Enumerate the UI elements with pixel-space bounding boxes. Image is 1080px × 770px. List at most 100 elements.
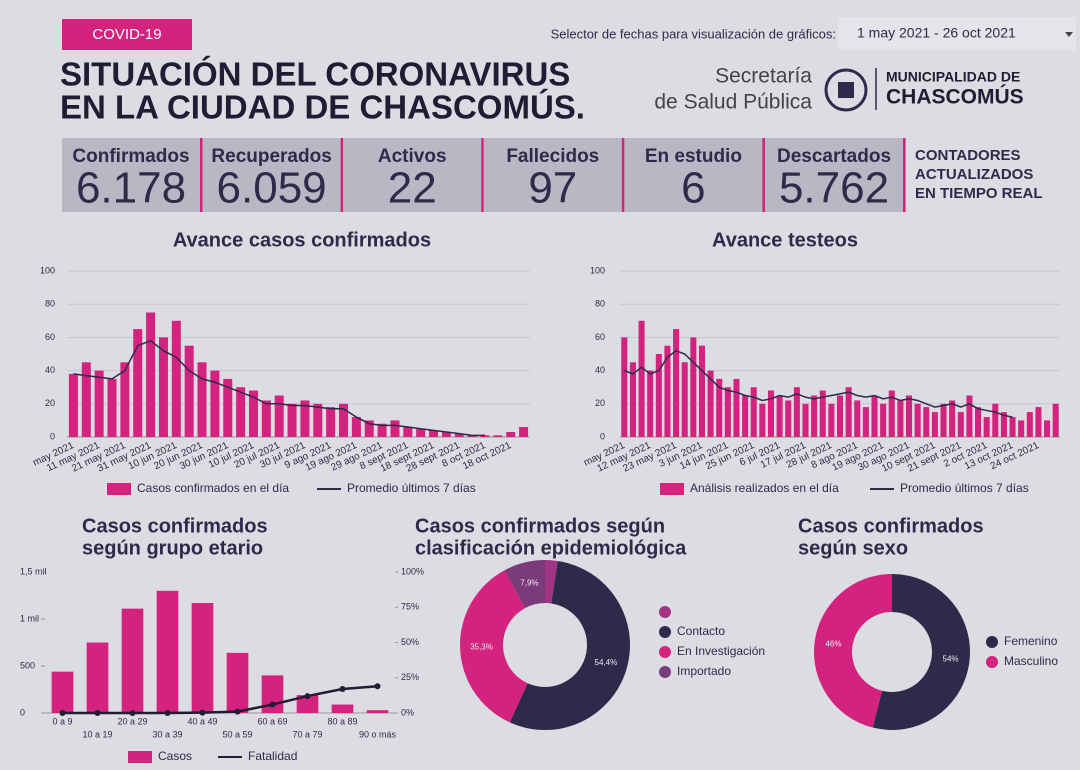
bar [403,427,413,437]
bar [629,362,636,437]
logo-text: CHASCOMÚS [886,85,1024,109]
bar [906,395,913,437]
date-range[interactable]: 1 may 2021 - 26 oct 2021 [857,25,1016,41]
legend-dot [986,656,998,668]
bar [828,403,835,437]
slice-label: 54,4% [595,658,618,667]
x-tick-label: 0 a 9 [52,716,72,726]
bar [171,320,181,437]
bar [664,345,671,437]
badge-text: COVID-19 [92,26,161,43]
counter-sep [903,138,906,212]
bar [957,412,964,437]
point [199,709,206,716]
counter-label: Activos [378,146,447,167]
bar [390,420,400,437]
bar [707,370,714,437]
bar [1035,407,1042,437]
counter-value: 97 [528,164,577,213]
legend-dot [659,626,671,638]
bar [158,337,168,437]
bar [68,373,78,437]
emblem [838,82,854,98]
counter-box [483,138,622,212]
bar [121,608,144,713]
x-tick-label: 30 a 39 [152,729,182,739]
point [339,686,346,693]
chart-title: clasificación epidemiológica [415,537,687,559]
y-tick-label: 60 [45,332,55,342]
bar [51,671,74,713]
bar [223,378,233,437]
counter-note: EN TIEMPO REAL [915,185,1043,202]
bar [992,403,999,437]
bar [819,390,826,437]
bar [331,704,354,713]
bar [1044,420,1051,437]
bar [975,407,982,437]
x-tick-label: 10 a 19 [82,729,112,739]
x-tick-label: 40 a 49 [187,716,217,726]
counter-note: CONTADORES [915,147,1021,164]
bar [966,395,973,437]
legend-label: Masculino [1004,654,1058,668]
counter-label: Descartados [777,146,891,167]
dropdown-arrow[interactable] [1065,32,1073,37]
bar [767,390,774,437]
counter-value: 22 [388,164,437,213]
title-line: EN LA CIUDAD DE CHASCOMÚS. [60,89,585,126]
y-tick-label: 40 [45,365,55,375]
bar [1018,420,1025,437]
bar [733,378,740,437]
bar [1000,412,1007,437]
bar [940,403,947,437]
bar [467,435,477,437]
x-tick-label: 90 o más [359,729,397,739]
slice-label: 7,9% [520,579,538,588]
y-tick-label: 60 [595,332,605,342]
y-tick-label: 100 [40,265,55,275]
bar [716,378,723,437]
bar [742,395,749,437]
date-selector[interactable] [838,17,1076,50]
x-tick-label: 70 a 79 [292,729,322,739]
bar [931,412,938,437]
slice [545,560,558,604]
bar [724,387,731,437]
legend-label: Análisis realizados en el día [690,481,839,495]
point [129,710,136,716]
bar [86,642,109,713]
y-tick-label: 80 [595,299,605,309]
selector-label: Selector de fechas para visualización de… [551,26,836,41]
bar [983,417,990,437]
chart-title: Avance testeos [712,229,858,251]
legend-swatch [128,751,152,763]
bar [226,652,249,713]
y2-tick-label: 25% [401,672,419,682]
bar [854,400,861,437]
bar [673,329,680,437]
bar [454,433,464,437]
legend-label: Fatalidad [248,749,297,763]
chart-title: Avance casos confirmados [173,229,431,251]
bar [647,370,654,437]
bar [793,387,800,437]
bar [836,395,844,437]
y-tick-label: 1 mil [20,613,39,623]
chart-title: según grupo etario [82,537,263,559]
counter-value: 6.059 [217,164,327,213]
bar [750,387,757,437]
point [234,708,241,715]
bar [313,403,323,437]
bar [339,403,349,437]
bar [655,354,662,437]
x-tick-label: 20 a 29 [117,716,147,726]
legend-swatch [107,483,131,495]
chart-title: Casos confirmados [798,515,984,537]
bar [351,417,361,437]
legend-dot [659,606,671,618]
bar [759,403,766,437]
x-tick-label: 50 a 59 [222,729,252,739]
legend-label: Promedio últimos 7 días [347,481,476,495]
bar [296,695,319,713]
